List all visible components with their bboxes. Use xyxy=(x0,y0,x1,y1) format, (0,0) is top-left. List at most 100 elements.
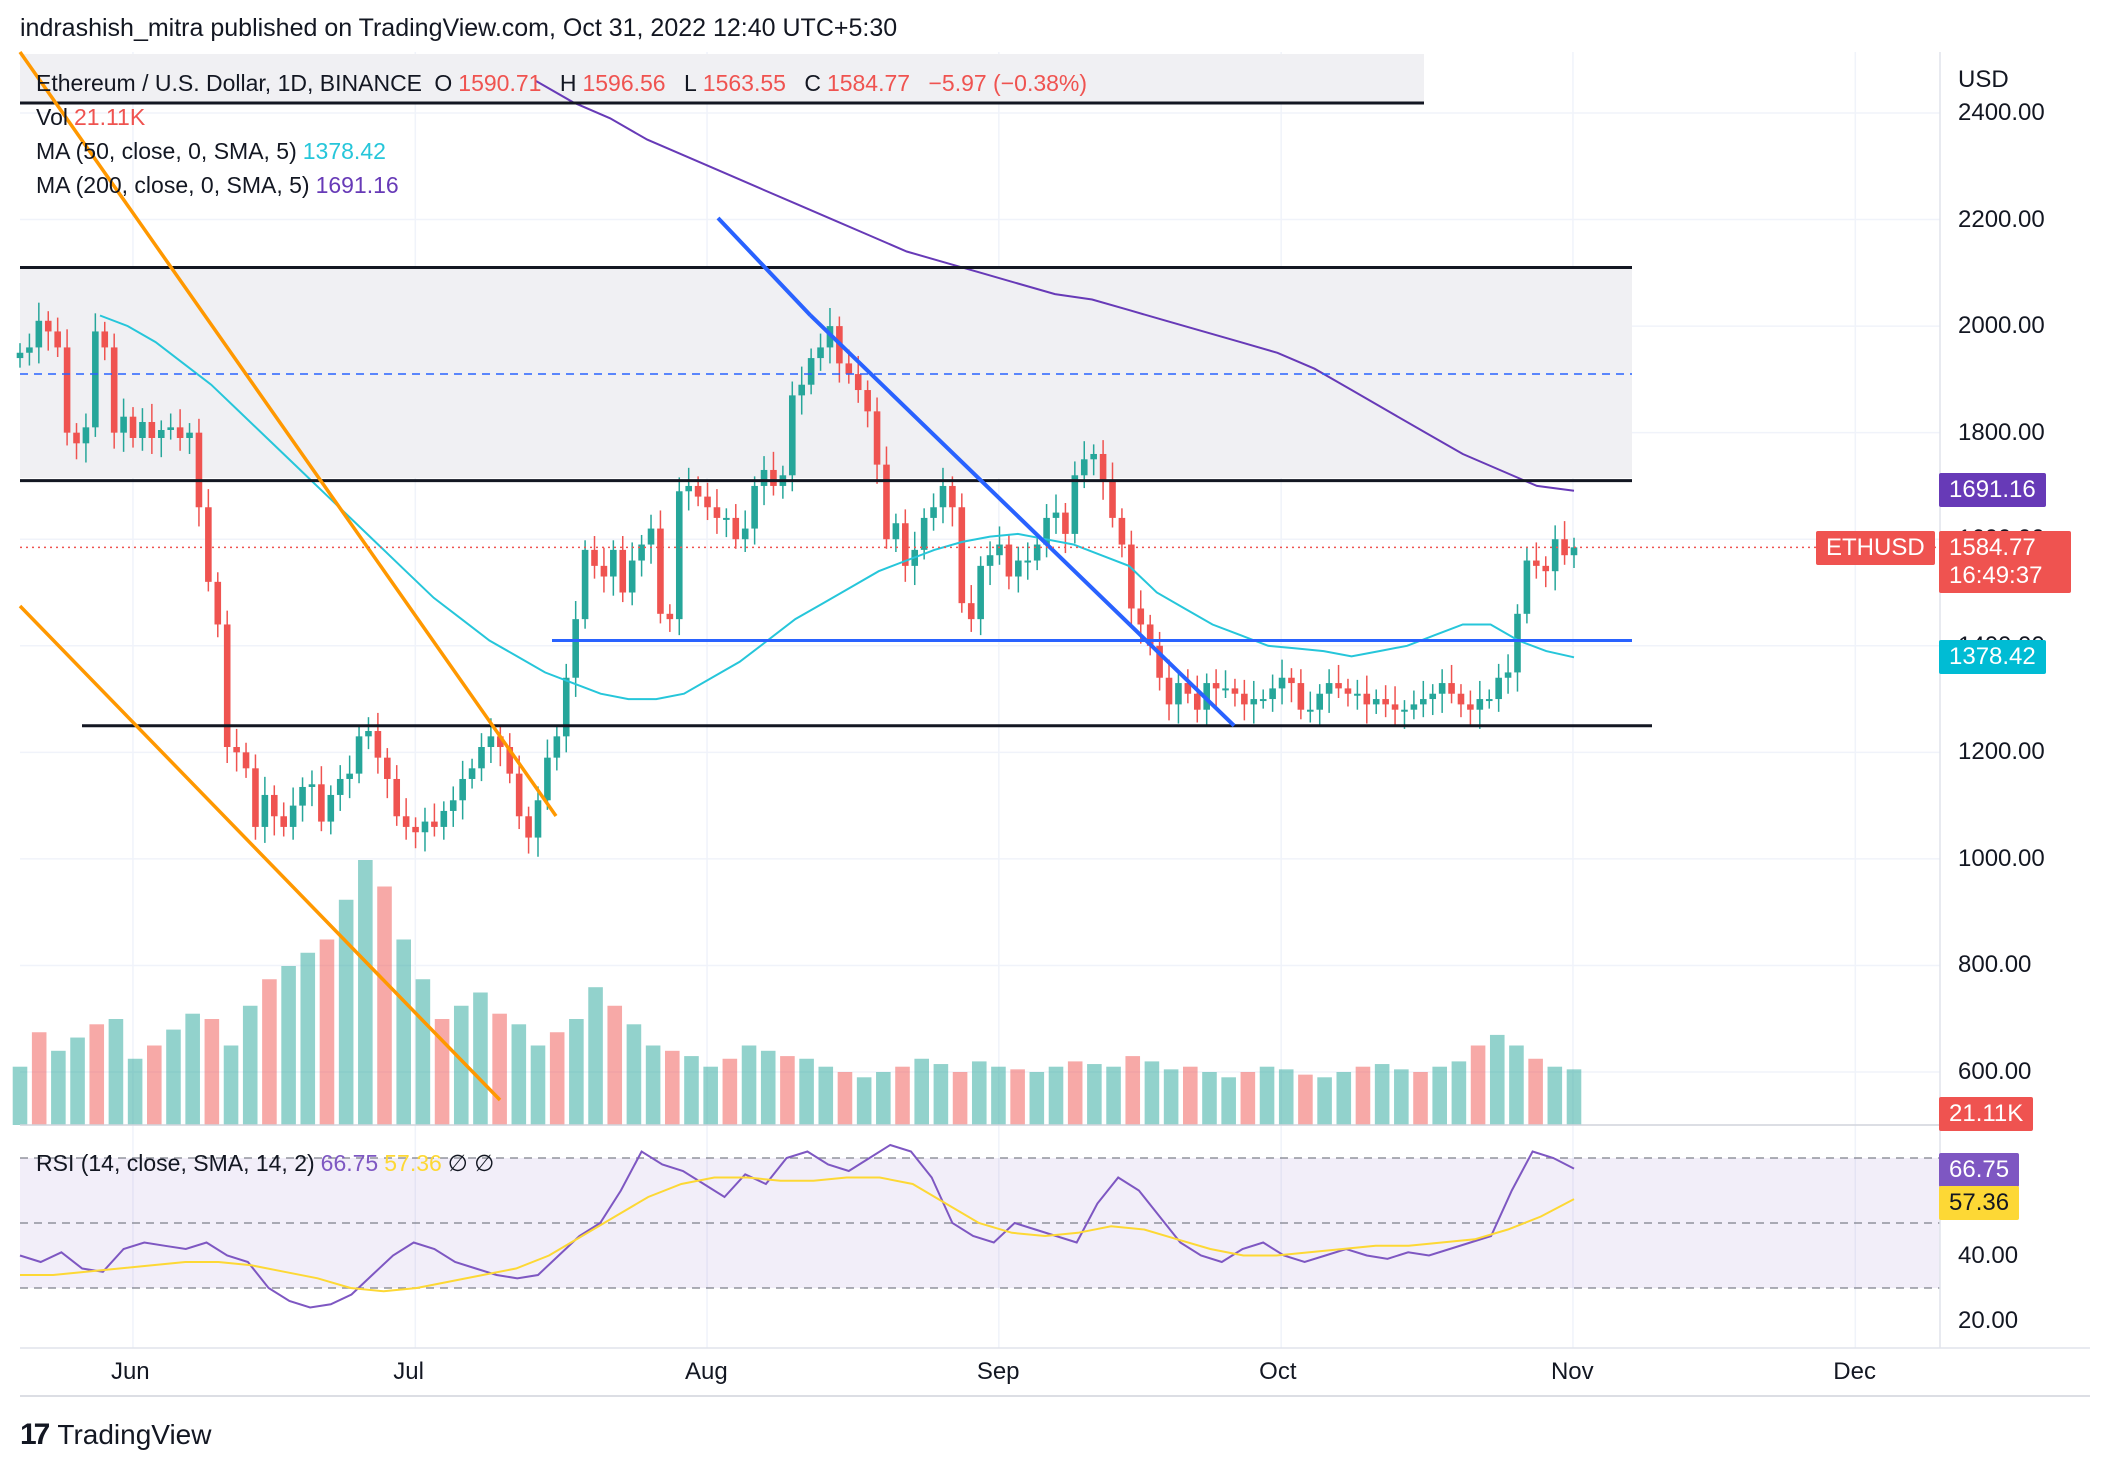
candle-body xyxy=(741,528,749,540)
candle-body xyxy=(525,816,532,838)
candle-body xyxy=(1156,645,1163,678)
orange-channel-lower xyxy=(18,604,502,1102)
candle-body xyxy=(1306,709,1314,712)
candle-body xyxy=(497,736,504,748)
candle-body xyxy=(1278,677,1286,689)
currency-label: USD xyxy=(1958,66,2009,93)
published-header: indrashish_mitra published on TradingVie… xyxy=(20,14,898,42)
candle-body xyxy=(544,757,551,801)
candle-body xyxy=(930,507,937,518)
volume-bar xyxy=(760,1050,776,1125)
candle-body xyxy=(110,347,118,433)
candle-body xyxy=(252,768,259,827)
volume-bar xyxy=(837,1072,853,1125)
volume-bar xyxy=(722,1058,738,1125)
volume-bar xyxy=(933,1064,949,1125)
symbol-name[interactable]: Ethereum / U.S. Dollar, 1D, BINANCE xyxy=(36,70,423,96)
candle-body xyxy=(1410,704,1418,710)
tradingview-logo-icon: 17 xyxy=(20,1418,50,1451)
rsi-legend[interactable]: RSI (14, close, SMA, 14, 2) 66.75 57.36 ∅ ∅ xyxy=(36,1150,495,1176)
volume-bar xyxy=(108,1019,124,1125)
candle-body xyxy=(1542,565,1550,572)
candle-body xyxy=(619,549,627,593)
volume-bar xyxy=(1163,1069,1179,1125)
volume-bar xyxy=(1183,1066,1198,1125)
candle-body xyxy=(1467,704,1474,710)
candle-body xyxy=(299,786,306,806)
volume-bar xyxy=(204,1019,220,1125)
candle-body xyxy=(996,544,1003,556)
volume-bar xyxy=(319,939,335,1125)
candle-body xyxy=(1090,453,1097,460)
ma200-legend[interactable]: MA (200, close, 0, SMA, 5) 1691.16 xyxy=(36,172,399,198)
volume-bar xyxy=(262,979,277,1125)
candle-body xyxy=(1438,683,1446,694)
candle-body xyxy=(1137,608,1145,625)
volume-bar xyxy=(281,966,296,1125)
rsi-tick-label: 40.00 xyxy=(1958,1241,2019,1269)
time-tick-label: Sep xyxy=(976,1358,1020,1385)
volume-bar xyxy=(473,992,488,1125)
price-tick-label: 2200.00 xyxy=(1958,205,2045,233)
candle-body xyxy=(1062,512,1069,534)
candle-body xyxy=(854,374,862,391)
candle-body xyxy=(798,384,806,396)
time-tick-label: Dec xyxy=(1833,1358,1876,1385)
candle-body xyxy=(817,347,824,359)
time-tick-label: Jun xyxy=(110,1358,150,1385)
rsi-line xyxy=(19,1143,1575,1309)
candle-body xyxy=(1222,688,1229,691)
candle-body xyxy=(1514,613,1521,673)
candle-body xyxy=(892,523,900,540)
candle-body xyxy=(195,432,203,508)
candle-body xyxy=(92,331,99,428)
candle-body xyxy=(1015,560,1022,577)
candle-body xyxy=(1288,677,1295,684)
candle-body xyxy=(431,821,438,827)
candle-body xyxy=(205,507,212,582)
candle-body xyxy=(421,821,429,833)
volume-bar xyxy=(741,1045,757,1125)
volume-bar xyxy=(511,1024,527,1125)
candle-body xyxy=(723,517,730,520)
candle-body xyxy=(902,523,909,566)
falling-trendline-ext xyxy=(716,216,813,317)
volume-bar xyxy=(665,1050,680,1125)
candle-body xyxy=(157,430,165,438)
volume-bar xyxy=(645,1045,661,1125)
candle-body xyxy=(1363,693,1371,705)
candle-body xyxy=(958,507,966,604)
volume-bar xyxy=(856,1077,872,1125)
volume-bar xyxy=(1374,1064,1390,1125)
candle-body xyxy=(1175,683,1182,705)
volume-legend[interactable]: Vol 21.11K xyxy=(36,104,146,130)
close-value: 1584.77 xyxy=(826,70,911,96)
rsi-ma-line xyxy=(20,1176,1575,1293)
candle-body xyxy=(148,422,156,438)
candle-body xyxy=(1043,517,1050,545)
resistance-zone xyxy=(20,268,1632,478)
candle-body xyxy=(384,757,391,779)
candle-body xyxy=(562,677,570,737)
volume-bar xyxy=(1413,1072,1428,1125)
tradingview-logo[interactable]: 17 TradingView xyxy=(20,1418,211,1452)
volume-bar xyxy=(358,860,373,1125)
candle-body xyxy=(1551,539,1559,572)
ma50-legend[interactable]: MA (50, close, 0, SMA, 5) 1378.42 xyxy=(36,138,386,164)
candle-body xyxy=(845,363,853,375)
candle-body xyxy=(967,603,975,620)
candle-body xyxy=(1401,709,1408,712)
volume-bar xyxy=(1259,1066,1275,1125)
volume-bar xyxy=(780,1056,795,1125)
candle-body xyxy=(1033,544,1041,561)
volume-bar xyxy=(818,1066,834,1125)
candle-body xyxy=(26,347,33,353)
volume-bar xyxy=(895,1066,910,1125)
candle-body xyxy=(1570,547,1578,556)
candle-body xyxy=(1269,688,1276,700)
candle-body xyxy=(704,496,711,508)
candle-body xyxy=(355,736,363,774)
time-tick-label: Jul xyxy=(393,1358,424,1385)
volume-bar xyxy=(1221,1077,1236,1125)
